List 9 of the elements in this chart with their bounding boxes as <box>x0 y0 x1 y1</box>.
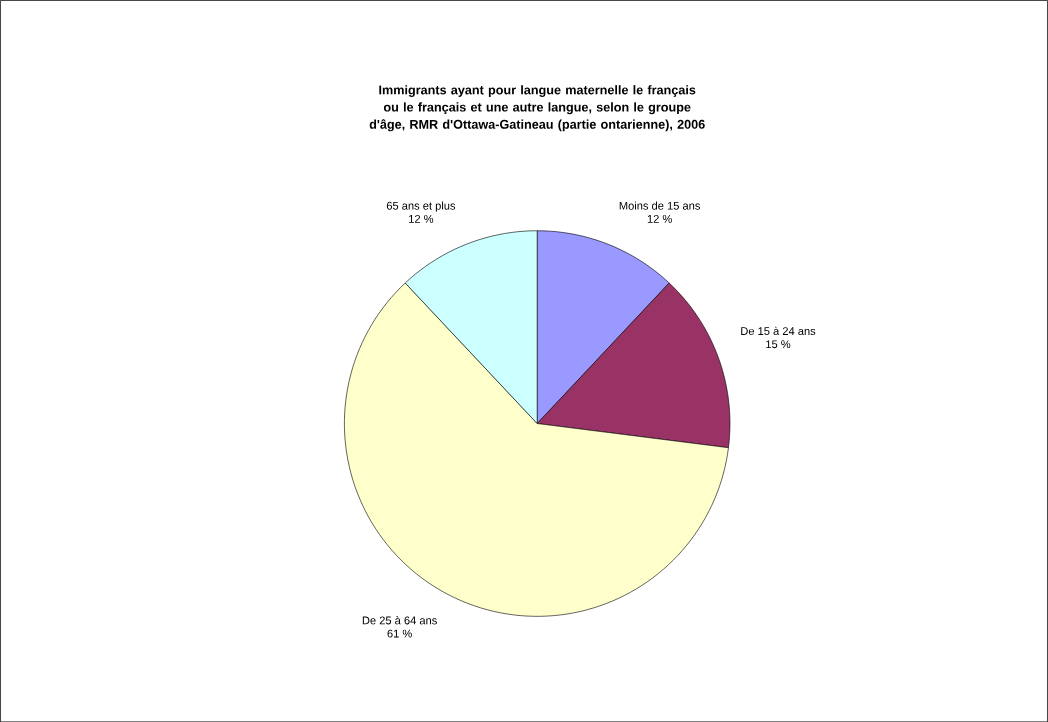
data-label: 15 % <box>766 340 791 348</box>
chart-title: Immigrants ayant pour langue maternelle le français ou le français et une autre langue, selon le groupe d'âge, RMR d'Ottawa-Gatineau (partie ontarienne), 2006 <box>369 85 705 132</box>
slice-label: De 15 à 24 ans <box>741 326 816 335</box>
slice-label: 65 ans et plus <box>386 201 456 212</box>
data-label: 12 % <box>409 214 434 223</box>
data-label: 61 % <box>387 629 412 638</box>
slice-label: De 25 à 64 ans <box>362 615 437 625</box>
slice-label: Moins de 15 ans <box>619 201 701 210</box>
data-label: 12 % <box>647 214 672 223</box>
